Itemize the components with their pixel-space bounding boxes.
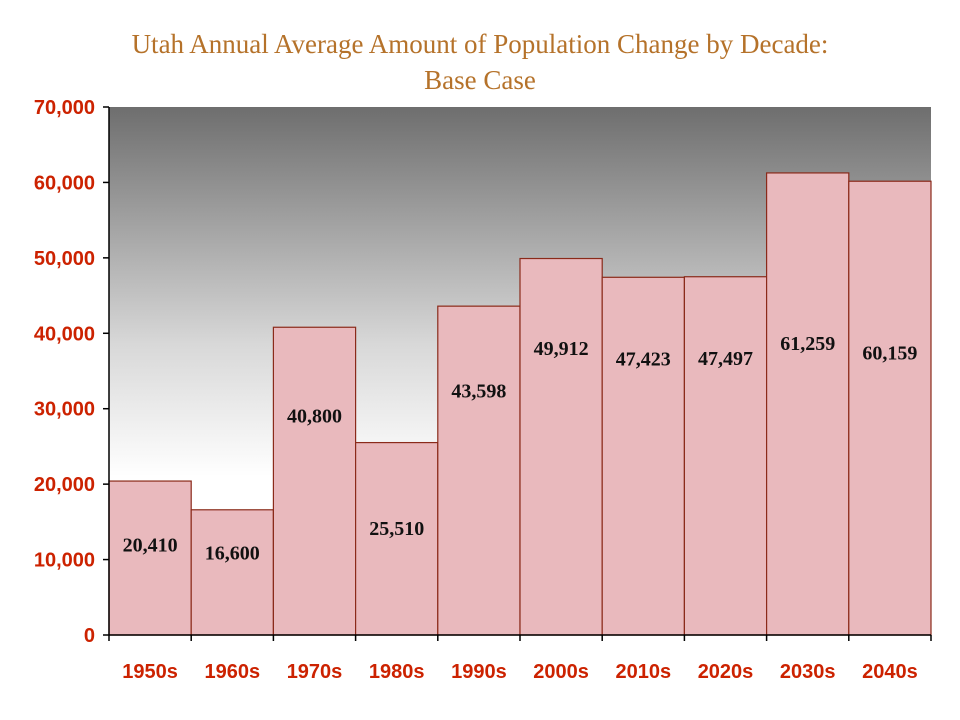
data-label-2030s: 61,259 [780, 333, 835, 355]
bar-1970s [272, 326, 357, 636]
y-tick-label-50,000: 50,000 [34, 248, 95, 270]
bar-2010s [601, 276, 686, 636]
data-label-2020s: 47,497 [698, 348, 753, 370]
y-tick-label-30,000: 30,000 [34, 399, 95, 421]
x-tick-label-1960s: 1960s [204, 661, 260, 683]
x-tick-label-1980s: 1980s [369, 661, 425, 683]
chart-title-line-2: Base Case [424, 65, 536, 95]
bar-1950s [108, 480, 192, 636]
bar-1990s [437, 305, 521, 636]
data-label-2040s: 60,159 [862, 343, 917, 365]
y-tick-label-10,000: 10,000 [34, 550, 95, 572]
data-label-1960s: 16,600 [205, 543, 260, 565]
data-label-1970s: 40,800 [287, 405, 342, 427]
bar-2000s [519, 257, 603, 636]
data-label-1990s: 43,598 [451, 381, 506, 403]
y-tick-label-70,000: 70,000 [34, 97, 95, 119]
bar-1960s [190, 509, 274, 636]
x-tick-label-2020s: 2020s [698, 661, 754, 683]
y-tick-label-0: 0 [84, 625, 95, 647]
chart-title-line-1: Utah Annual Average Amount of Population… [131, 29, 829, 59]
bar-2020s [683, 276, 768, 636]
x-tick-label-1990s: 1990s [451, 661, 507, 683]
data-label-2000s: 49,912 [534, 338, 589, 360]
bar-2040s [848, 180, 932, 636]
y-tick-label-40,000: 40,000 [34, 323, 95, 345]
x-tick-label-2010s: 2010s [615, 661, 671, 683]
x-tick-label-1950s: 1950s [122, 661, 178, 683]
y-tick-label-60,000: 60,000 [34, 172, 95, 194]
data-label-1950s: 20,410 [123, 535, 178, 557]
chart-title: Utah Annual Average Amount of Population… [0, 26, 960, 98]
x-tick-label-2000s: 2000s [533, 661, 589, 683]
data-label-2010s: 47,423 [616, 349, 671, 371]
y-tick-label-20,000: 20,000 [34, 474, 95, 496]
x-tick-label-1970s: 1970s [287, 661, 343, 683]
x-tick-label-2030s: 2030s [780, 661, 836, 683]
data-label-1980s: 25,510 [369, 518, 424, 540]
x-tick-label-2040s: 2040s [862, 661, 918, 683]
bar-2030s [765, 172, 850, 636]
